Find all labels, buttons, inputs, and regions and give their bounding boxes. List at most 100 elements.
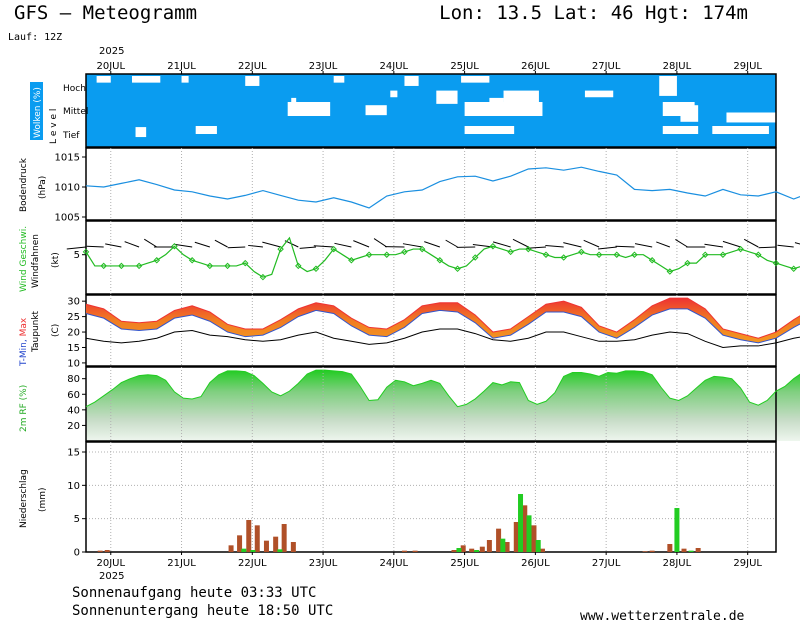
precip-bar (456, 548, 462, 552)
wind-barb (227, 246, 246, 249)
bottom-day-label: 26JUL (521, 558, 550, 569)
wind-point (436, 257, 444, 264)
wind-point (82, 248, 90, 256)
pressure-ytick-label: 1010 (55, 183, 80, 194)
tmax-line (85, 297, 800, 339)
precip-ylabel: Niederschlag (19, 469, 29, 528)
cloud-block (333, 76, 345, 83)
wind-ylabel: Wind Geschwi. (19, 226, 29, 292)
wind-point (100, 262, 107, 270)
bottom-day-label: 22JUL (238, 558, 267, 569)
wind-barb (615, 245, 635, 248)
precip-bar (237, 535, 243, 552)
wind-point (613, 251, 621, 258)
precip-bar (246, 520, 252, 552)
wind-point (684, 259, 691, 267)
cloud-block-low (195, 126, 217, 134)
temperature-ytick-label: 20 (67, 328, 80, 339)
wind-barb (583, 239, 600, 248)
top-day-label: 25JUL (450, 61, 479, 72)
top-day-label: 23JUL (309, 61, 338, 72)
wind-barb (262, 241, 281, 248)
wind-point (295, 262, 302, 270)
precip-bar (273, 536, 279, 552)
top-year-label: 2025 (99, 46, 124, 57)
precip-bar (401, 550, 407, 552)
wind-point (489, 243, 497, 250)
wind-barb (124, 241, 140, 248)
pressure-ytick-label: 1015 (55, 153, 80, 164)
bottom-day-label: 25JUL (450, 558, 479, 569)
wind-point (241, 259, 249, 267)
precip-bar (290, 542, 296, 552)
wind-barb (545, 244, 564, 248)
pressure-ylabel: Bodendruck (19, 157, 29, 212)
pressure-ylabel2: (hPa) (38, 176, 48, 199)
source-credit: www.wetterzentrale.de (580, 609, 745, 624)
wind-point (507, 248, 514, 256)
top-day-label: 22JUL (238, 61, 267, 72)
level-label-hoch: Hoch (63, 84, 86, 94)
precip-bar (451, 550, 457, 552)
wind-point (383, 251, 391, 258)
wind-barb (675, 239, 688, 248)
wind-barb (563, 242, 582, 248)
wind-barb (214, 239, 228, 248)
precip-bar (500, 538, 506, 552)
bottom-day-label: 23JUL (309, 558, 338, 569)
model-run-label: Lauf: 12Z (8, 32, 63, 43)
wind-point (542, 251, 550, 258)
precipitation-frame (85, 441, 777, 553)
pressure-frame (85, 147, 777, 221)
bottom-day-label: 20JUL (96, 558, 125, 569)
wind-frame (85, 220, 777, 295)
clouds-ylabel2: L e v e l (49, 109, 59, 144)
precip-bar (228, 545, 234, 552)
cloud-block (659, 76, 677, 96)
wind-ylabel2: Windfahnen (31, 234, 41, 288)
precip-bar (531, 525, 537, 552)
wind-point (153, 257, 161, 264)
cloud-block (461, 76, 490, 83)
top-day-label: 27JUL (592, 61, 621, 72)
clouds-panel-frame (85, 73, 777, 148)
clouds-ylabel: Wolken (%) (33, 87, 43, 138)
sunrise-text: Sonnenaufgang heute 03:33 UTC (72, 585, 317, 601)
wind-point (666, 268, 674, 275)
pressure-ytick-label: 1005 (55, 213, 80, 224)
precip-bar (674, 508, 680, 552)
temperature-ylabel2: Taupunkt (31, 310, 41, 353)
cloud-block (132, 76, 161, 83)
bottom-day-label: 27JUL (592, 558, 621, 569)
wind-point (719, 251, 727, 258)
wind-barb (299, 246, 317, 249)
precip-bar (460, 545, 466, 552)
wind-point (737, 245, 744, 253)
precip-bar (504, 542, 510, 552)
cloud-block-low (712, 126, 769, 134)
top-day-label: 24JUL (380, 61, 409, 72)
wind-barb (194, 241, 210, 248)
wind-barb (402, 243, 423, 248)
wind-barb (704, 243, 723, 248)
wind-barb (144, 238, 158, 248)
wind-barb (472, 243, 493, 248)
precip-bar (642, 551, 648, 552)
humidity-ytick-label: 40 (67, 405, 80, 416)
wind-ytick-label: 5 (74, 250, 80, 261)
temperature-ytick-label: 15 (67, 343, 80, 354)
cloud-block (404, 76, 419, 86)
wind-barb (424, 241, 441, 248)
wind-barb (174, 243, 193, 248)
wind-point (135, 262, 143, 270)
wind-barb (758, 246, 777, 249)
wind-point (755, 251, 762, 258)
wind-ylabel3: (kt) (51, 252, 61, 268)
precip-bar (281, 524, 287, 552)
wind-point (454, 265, 461, 272)
precip-bar (513, 522, 519, 552)
wind-point (560, 254, 567, 261)
pressure-line (85, 166, 800, 209)
wind-barb (353, 240, 370, 248)
